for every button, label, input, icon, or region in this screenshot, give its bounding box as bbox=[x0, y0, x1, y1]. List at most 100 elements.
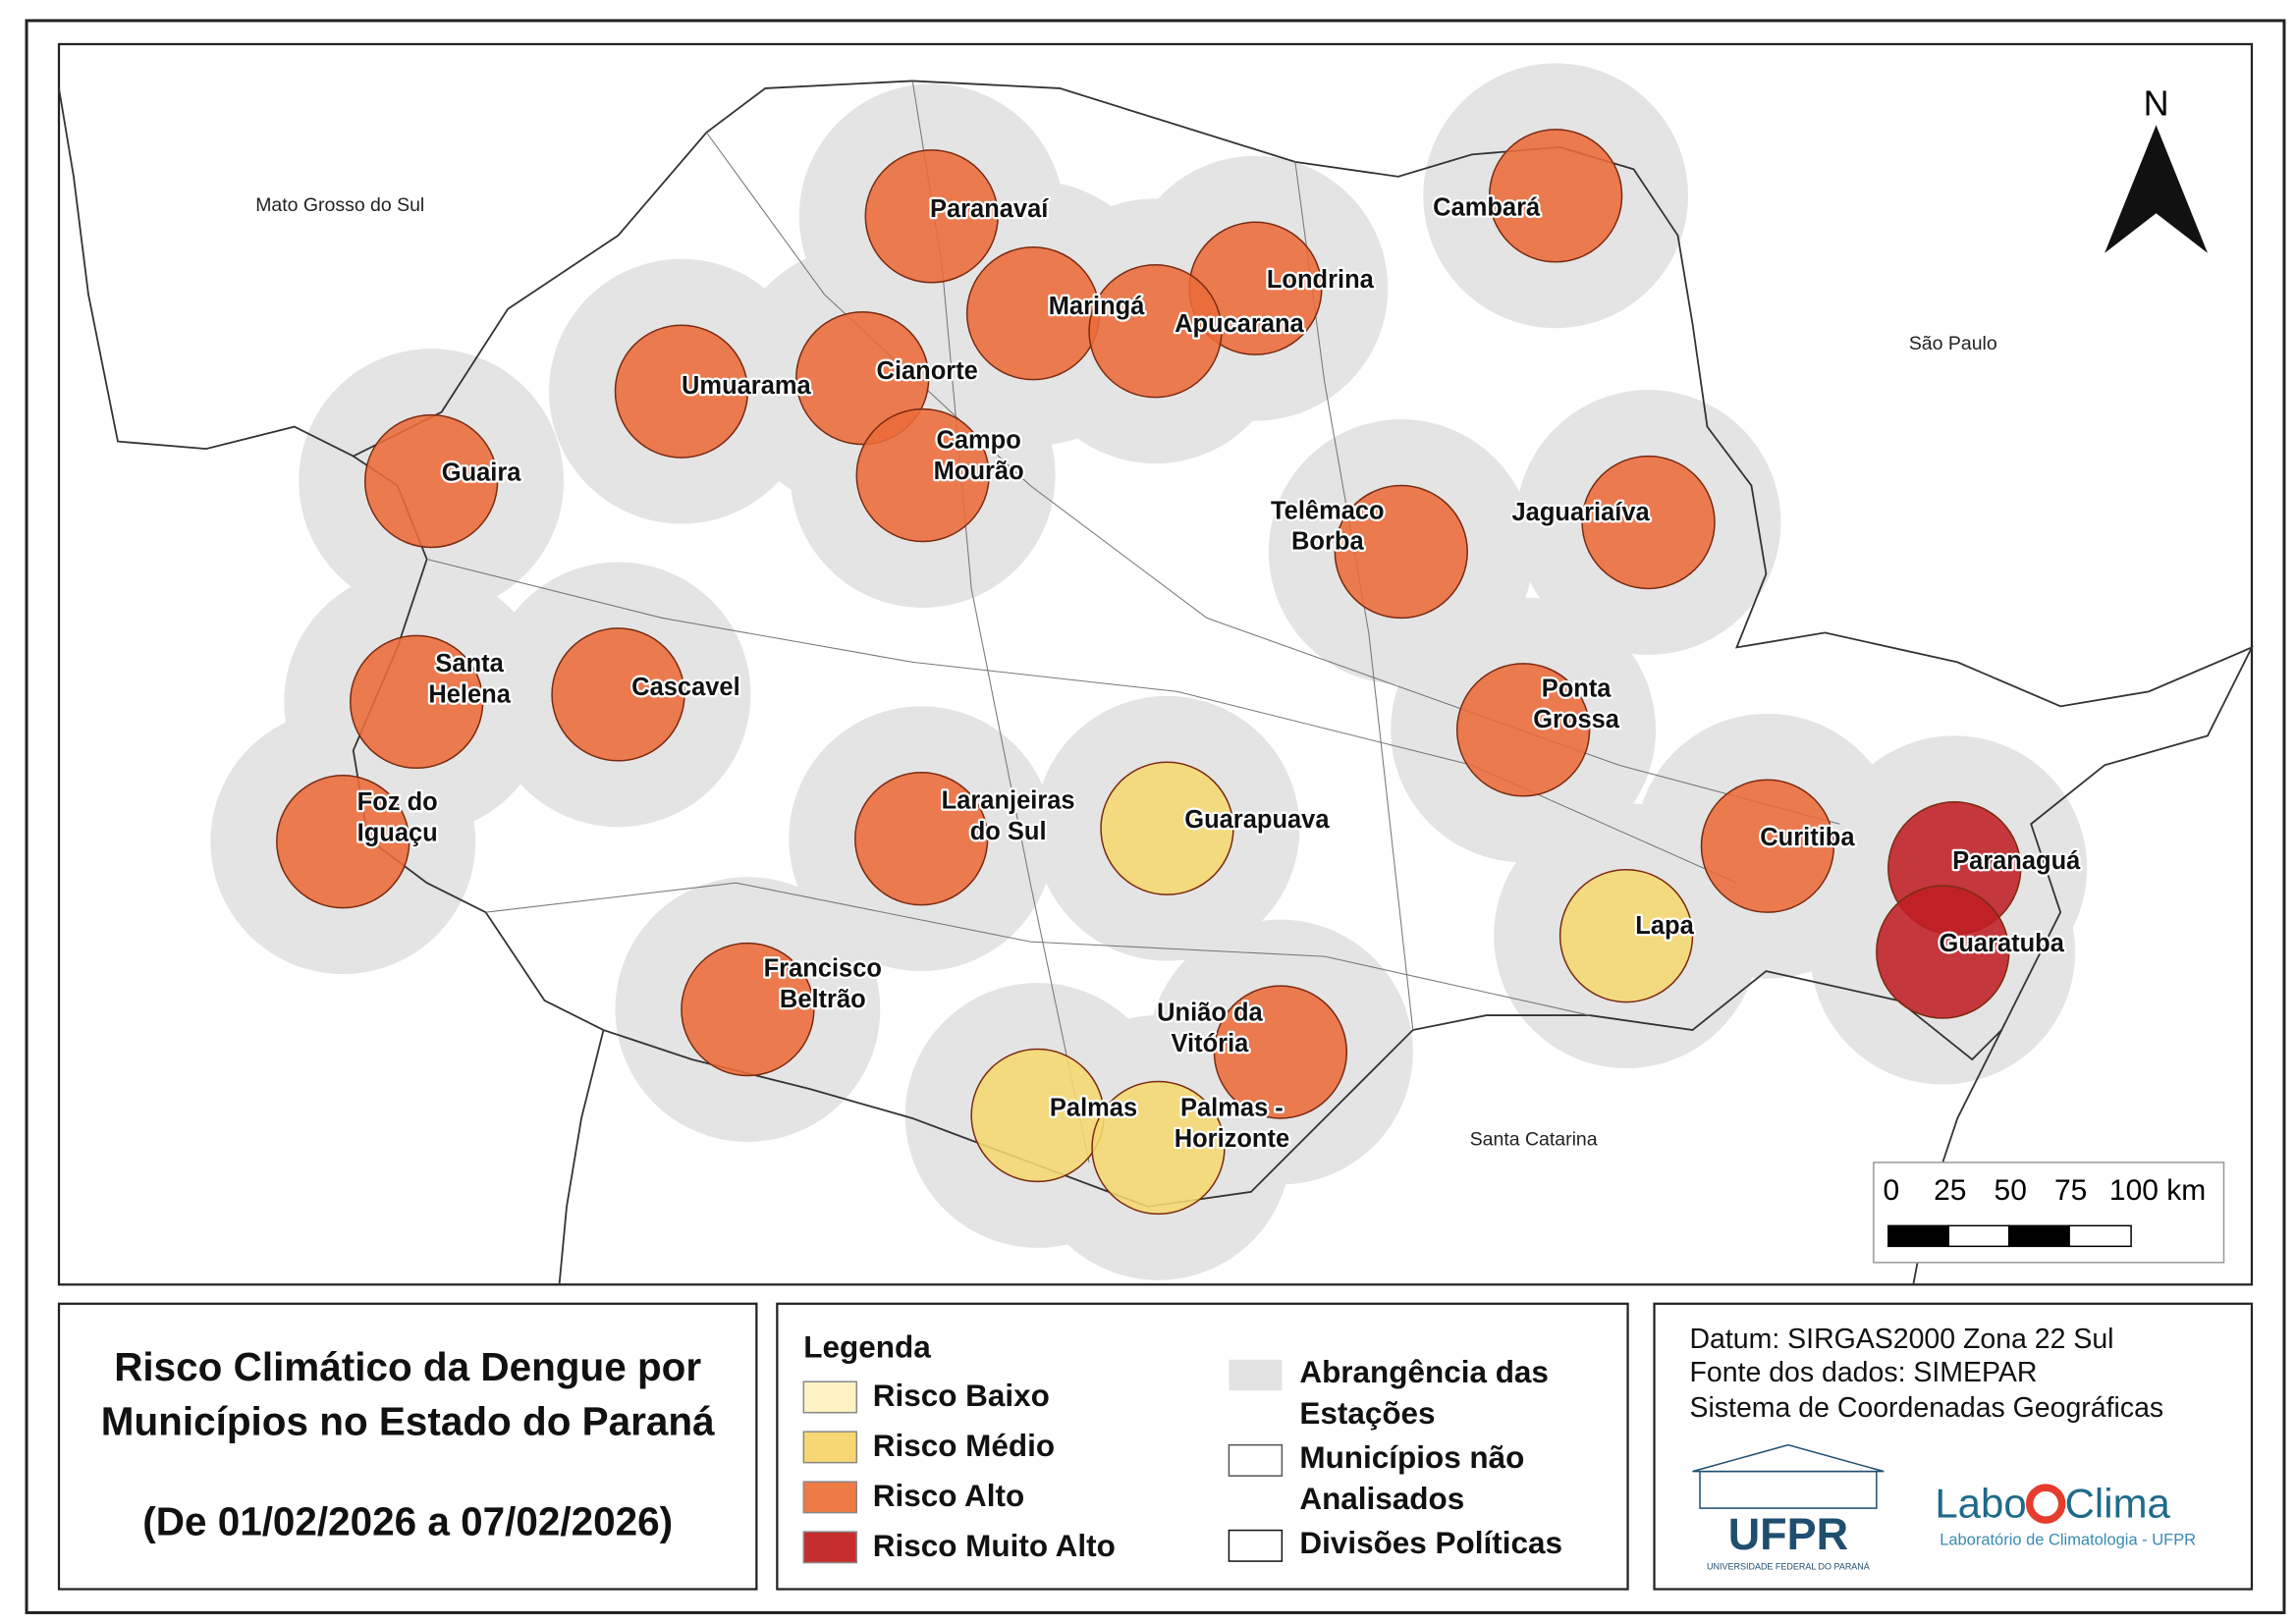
region-label: Santa Catarina bbox=[1470, 1129, 1598, 1151]
legend-box bbox=[776, 1302, 1629, 1591]
station-risk bbox=[1334, 484, 1468, 620]
legend-label: Divisões Políticas bbox=[1299, 1526, 1562, 1560]
scale-label: 50 bbox=[1995, 1174, 2027, 1207]
title-line: (De 01/02/2026 a 07/02/2026) bbox=[142, 1498, 673, 1543]
title-line: Risco Climático da Dengue por bbox=[114, 1344, 701, 1389]
labo-left: Labo bbox=[1935, 1481, 2026, 1527]
station-risk bbox=[349, 634, 484, 770]
station-label: Palmas bbox=[1050, 1095, 1137, 1122]
scale-seg bbox=[1947, 1224, 2010, 1248]
station-label: Laranjeiras bbox=[942, 786, 1075, 814]
region-label: São Paulo bbox=[1909, 333, 1997, 354]
ms-border bbox=[58, 87, 355, 458]
municipal-line bbox=[485, 882, 1590, 1016]
station-label: Helena bbox=[428, 681, 511, 709]
legend-label: Risco Alto bbox=[873, 1479, 1024, 1513]
station-risk bbox=[1488, 129, 1623, 263]
station-label: Francisco bbox=[764, 954, 882, 982]
station-label: Santa bbox=[435, 650, 504, 677]
region-label: Mato Grosso do Sul bbox=[255, 194, 424, 216]
station-label: Umuarama bbox=[682, 372, 811, 400]
scale-label: 0 bbox=[1883, 1174, 1899, 1207]
station-label: Borba bbox=[1291, 528, 1364, 556]
scale-seg bbox=[2007, 1224, 2070, 1248]
station-label: Paranavaí bbox=[930, 195, 1049, 223]
ufpr-name: UFPR bbox=[1728, 1509, 1848, 1559]
station-risk bbox=[1558, 868, 1694, 1003]
station-layer bbox=[276, 129, 2022, 1216]
station-risk bbox=[855, 407, 990, 543]
title-line: Municípios no Estado do Paraná bbox=[101, 1398, 715, 1443]
station-risk bbox=[614, 324, 749, 459]
logo-building bbox=[1699, 1470, 1878, 1509]
ufpr-subtitle: UNIVERSIDADE FEDERAL DO PARANÁ bbox=[1707, 1561, 1870, 1571]
scale-label: 100 km bbox=[2109, 1174, 2206, 1207]
station-label: Guarapuava bbox=[1184, 806, 1330, 834]
legend-label: Risco Médio bbox=[873, 1429, 1055, 1463]
state-outline bbox=[351, 80, 2254, 1208]
legend: Risco Baixo Risco Médio Risco Alto Risco Mu… bbox=[802, 1355, 1562, 1564]
legend-swatch bbox=[1228, 1529, 1284, 1562]
station-risk bbox=[1088, 264, 1223, 399]
info-line: Datum: SIRGAS2000 Zona 22 Sul bbox=[1689, 1324, 2113, 1355]
station-label: União da bbox=[1157, 999, 1263, 1026]
legend-swatch bbox=[802, 1531, 858, 1564]
scale-seg bbox=[2068, 1224, 2132, 1248]
station-label: Vitória bbox=[1172, 1030, 1250, 1057]
municipal-line bbox=[705, 132, 1840, 825]
legend-label: Estações bbox=[1299, 1396, 1435, 1431]
station-label: Mourão bbox=[934, 458, 1024, 485]
labo-right: Clima bbox=[2065, 1481, 2171, 1527]
scale-bar: 0 25 50 75 100 km bbox=[1883, 1174, 2206, 1248]
station-risk bbox=[1100, 761, 1234, 895]
station-label: do Sul bbox=[970, 818, 1047, 845]
station-label: Iguaçu bbox=[357, 819, 438, 846]
station-label: Grossa bbox=[1533, 706, 1620, 733]
station-label: Lapa bbox=[1635, 912, 1694, 940]
legend-swatch bbox=[802, 1431, 858, 1464]
legend-label: Municípios não bbox=[1299, 1440, 1524, 1475]
station-risk bbox=[276, 775, 410, 909]
sc-border bbox=[558, 1029, 605, 1285]
station-risk bbox=[363, 413, 499, 549]
station-label: Cianorte bbox=[877, 357, 978, 385]
station-label: Cascavel bbox=[631, 674, 739, 701]
legend-label: Risco Muito Alto bbox=[873, 1529, 1116, 1563]
labo-subtitle: Laboratório de Climatologia - UFPR bbox=[1940, 1531, 2196, 1548]
legend-swatch bbox=[1229, 1359, 1283, 1391]
station-label: Guaratuba bbox=[1940, 930, 2065, 957]
station-risk bbox=[551, 627, 685, 762]
station-label: Palmas - bbox=[1180, 1095, 1284, 1122]
legend-label: Analisados bbox=[1299, 1482, 1464, 1516]
station-label: Telêmaco bbox=[1271, 497, 1385, 524]
scale-label: 75 bbox=[2054, 1174, 2087, 1207]
station-risk bbox=[1455, 663, 1591, 797]
title-box bbox=[57, 1302, 758, 1591]
station-risk bbox=[1091, 1080, 1226, 1216]
info-box bbox=[1653, 1302, 2254, 1591]
legend-label: Abrangência das bbox=[1299, 1355, 1549, 1389]
station-label: Horizonte bbox=[1175, 1125, 1289, 1153]
labo-icon bbox=[2025, 1484, 2066, 1524]
north-arrow bbox=[2105, 125, 2209, 253]
station-risk bbox=[1876, 885, 2010, 1019]
label-layer: Paranavaí Cambará Londrina Maringá Apucarana… bbox=[355, 191, 2083, 1155]
station-label: Ponta bbox=[1542, 676, 1613, 703]
north-label: N bbox=[2144, 82, 2169, 123]
info-line: Sistema de Coordenadas Geográficas bbox=[1689, 1392, 2163, 1424]
station-risk bbox=[795, 310, 930, 446]
station-risk bbox=[681, 942, 815, 1077]
legend-swatch bbox=[802, 1481, 858, 1514]
station-label: Apucarana bbox=[1175, 310, 1304, 338]
legend-title: Legenda bbox=[803, 1330, 931, 1365]
station-label: Curitiba bbox=[1760, 824, 1855, 851]
station-risk bbox=[864, 149, 999, 284]
station-label: Campo bbox=[936, 426, 1020, 454]
station-label: Jaguariaíva bbox=[1512, 499, 1651, 526]
station-label: Beltrão bbox=[780, 986, 866, 1013]
ufpr-logo bbox=[1692, 1443, 1885, 1509]
scale-label: 25 bbox=[1934, 1174, 1966, 1207]
station-label: Maringá bbox=[1049, 293, 1145, 320]
info-line: Fonte dos dados: SIMEPAR bbox=[1689, 1357, 2037, 1388]
